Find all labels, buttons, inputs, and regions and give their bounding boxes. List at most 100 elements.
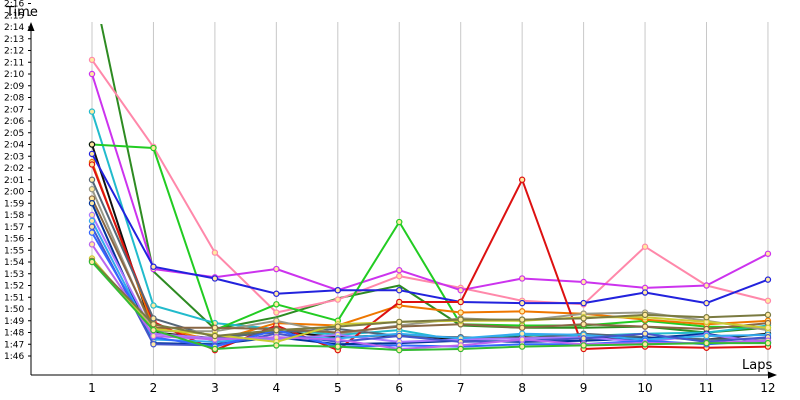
data-point	[396, 298, 403, 306]
data-point	[580, 299, 587, 307]
data-point	[396, 267, 403, 274]
data-point	[518, 299, 526, 307]
data-point	[88, 229, 96, 236]
data-point	[334, 343, 341, 350]
data-point	[273, 265, 280, 273]
data-point	[211, 332, 219, 340]
data-point	[396, 287, 403, 294]
data-point	[703, 332, 710, 340]
data-point	[457, 345, 464, 353]
y-tick-label: 2:08	[4, 94, 24, 104]
y-tick-labels: 1:46 1:471:48 1:49 1:50 1:511:52 1:53 1:54 1:55…	[4, 0, 31, 362]
data-point	[764, 276, 772, 283]
data-point	[88, 56, 96, 64]
x-tick-label: 5	[334, 381, 342, 395]
y-tick-label: 1:47	[4, 340, 24, 350]
data-point	[334, 296, 341, 303]
data-point	[518, 324, 526, 331]
y-tick-label: 2:10	[4, 70, 24, 80]
data-point	[518, 275, 526, 282]
data-point	[641, 323, 649, 330]
y-tick-label: 2:04	[4, 141, 24, 151]
data-point	[703, 282, 710, 289]
y-tick-label: 1:46	[4, 352, 24, 362]
x-tick-label: 3	[211, 381, 219, 395]
y-tick-label: 2:16	[4, 0, 24, 10]
series-line	[91, 73, 769, 292]
y-tick-label: 2:15	[4, 11, 24, 21]
data-point	[88, 258, 96, 266]
data-point	[580, 342, 587, 349]
y-tick-label: 1:55	[4, 246, 24, 256]
data-point	[150, 263, 157, 270]
data-point	[396, 332, 403, 340]
series-6	[88, 141, 772, 343]
y-tick-label: 1:53	[4, 270, 24, 280]
series-line	[91, 161, 769, 342]
data-point	[150, 315, 157, 322]
x-tick-label: 11	[699, 381, 714, 395]
data-point	[457, 309, 464, 316]
y-tick-label: 2:12	[4, 47, 24, 57]
y-tick-label: 2:09	[4, 82, 24, 92]
data-point	[150, 326, 157, 334]
data-point	[518, 176, 526, 183]
x-tick-label: 12	[760, 381, 775, 395]
series-2	[88, 56, 772, 316]
series-line	[91, 260, 769, 337]
x-tick-label: 10	[637, 381, 652, 395]
series-line	[91, 261, 768, 352]
series-line	[91, 144, 769, 341]
series-12	[88, 195, 772, 336]
data-point	[518, 308, 526, 315]
data-point	[334, 323, 341, 330]
data-point	[150, 341, 157, 348]
data-point	[764, 339, 772, 347]
data-point	[764, 311, 772, 319]
y-tick-label: 2:02	[4, 164, 24, 174]
data-point	[641, 243, 649, 250]
series-lines	[88, 24, 772, 354]
data-point	[88, 161, 96, 168]
y-tick-label: 1:52	[4, 282, 24, 292]
data-point	[641, 289, 649, 296]
x-tick-label: 4	[273, 381, 281, 395]
data-point	[457, 287, 464, 294]
y-tick-label: 2:00	[4, 188, 24, 198]
data-point	[273, 301, 280, 308]
data-point	[518, 336, 526, 343]
data-point	[764, 250, 772, 257]
data-point	[641, 341, 649, 348]
y-tick-label: 1:51	[4, 293, 24, 303]
series-9	[88, 161, 772, 354]
data-point	[396, 346, 403, 354]
data-point	[273, 309, 280, 316]
data-point	[88, 217, 96, 225]
x-tick-label: 2	[150, 381, 158, 395]
series-5	[88, 141, 772, 334]
y-tick-label: 2:14	[4, 23, 24, 33]
x-tick-label: 7	[457, 381, 465, 395]
data-point	[641, 311, 649, 319]
series-line	[91, 198, 769, 334]
data-point	[150, 332, 157, 340]
series-line	[91, 59, 769, 314]
data-point	[88, 185, 96, 193]
data-point	[396, 318, 403, 326]
data-point	[88, 70, 96, 78]
data-point	[334, 287, 341, 294]
series-line	[91, 220, 769, 343]
data-point	[88, 200, 96, 207]
data-point	[703, 299, 710, 307]
data-point	[88, 108, 96, 115]
x-tick-label: 1	[88, 381, 96, 395]
y-axis-title: Time	[5, 5, 38, 20]
data-point	[457, 298, 464, 306]
data-point	[518, 316, 526, 323]
data-point	[150, 144, 157, 152]
data-point	[211, 324, 219, 331]
data-point	[396, 272, 403, 280]
series-line	[91, 153, 769, 305]
series-line	[91, 143, 769, 332]
